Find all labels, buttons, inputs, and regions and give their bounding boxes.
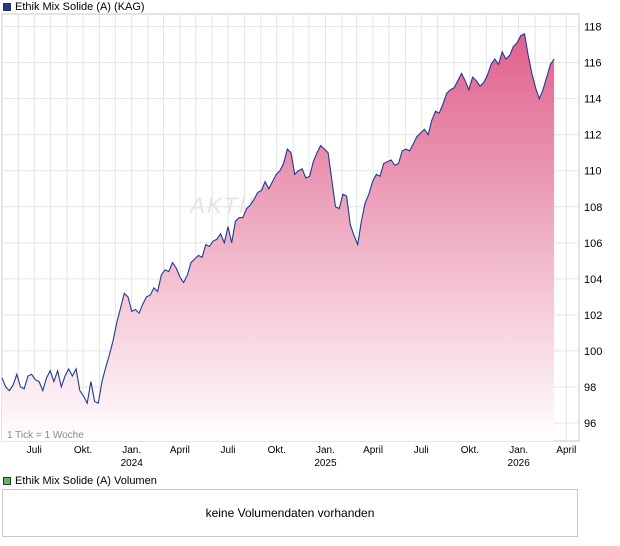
- y-tick-label: 114: [584, 94, 602, 106]
- x-tick-label: April: [170, 445, 190, 456]
- y-tick-label: 110: [584, 166, 602, 178]
- x-tick-label: Okt.: [268, 445, 286, 456]
- y-tick-label: 102: [584, 310, 602, 322]
- y-tick-label: 104: [584, 274, 602, 286]
- x-tick-label: Okt.: [74, 445, 92, 456]
- x-tick-label: April: [363, 445, 383, 456]
- x-axis: Juli Okt. Jan. 2024 April Juli Okt. Jan. 2025 Apr…: [27, 445, 577, 469]
- price-legend-swatch: [3, 3, 11, 11]
- x-tick-label: Jan.: [122, 445, 141, 456]
- y-tick-label: 118: [584, 22, 602, 34]
- price-chart: AKTIEN 969810010210410610811011211411611…: [1, 13, 602, 469]
- x-tick-year-label: 2025: [314, 458, 337, 469]
- volume-legend: Ethik Mix Solide (A) Volumen: [3, 475, 157, 487]
- x-tick-label: Jan.: [316, 445, 335, 456]
- price-legend-label: Ethik Mix Solide (A) (KAG): [15, 1, 145, 13]
- y-tick-label: 106: [584, 238, 602, 250]
- x-tick-year-label: 2024: [121, 458, 144, 469]
- volume-panel: keine Volumendaten vorhanden: [2, 489, 578, 537]
- volume-legend-label: Ethik Mix Solide (A) Volumen: [15, 475, 157, 487]
- x-tick-year-label: 2026: [508, 458, 531, 469]
- x-tick-label: Juli: [221, 445, 236, 456]
- y-tick-label: 96: [584, 418, 596, 430]
- price-area: [2, 33, 555, 442]
- y-tick-label: 100: [584, 346, 602, 358]
- price-line: [1, 32, 555, 405]
- y-axis: 96 98 100 102 104 106 108 110 112 114 116 118: [584, 22, 602, 430]
- x-tick-label: Juli: [414, 445, 429, 456]
- y-tick-label: 108: [584, 202, 602, 214]
- x-tick-label: April: [556, 445, 576, 456]
- x-tick-label: Okt.: [461, 445, 479, 456]
- volume-legend-swatch: [3, 477, 11, 485]
- price-legend: Ethik Mix Solide (A) (KAG): [3, 1, 145, 13]
- x-tick-label: Jan.: [509, 445, 528, 456]
- y-tick-label: 98: [584, 382, 596, 394]
- x-tick-label: Juli: [27, 445, 42, 456]
- y-tick-label: 116: [584, 58, 602, 70]
- volume-empty-message: keine Volumendaten vorhanden: [205, 506, 375, 520]
- tick-note: 1 Tick = 1 Woche: [7, 430, 84, 441]
- y-tick-label: 112: [584, 130, 602, 142]
